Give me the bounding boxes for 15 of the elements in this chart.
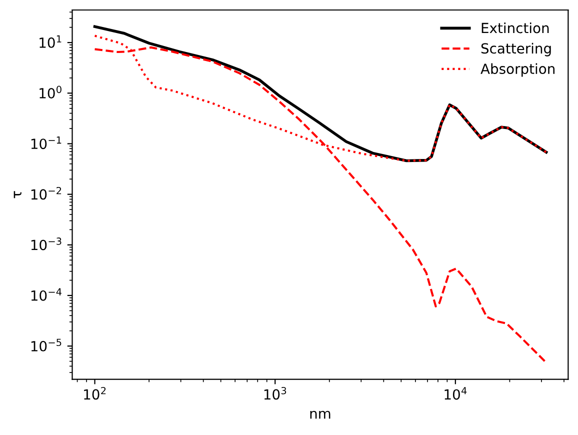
x-tick-label: 10$^{3}$ [264, 386, 286, 400]
y-axis-title: τ [14, 191, 22, 198]
y-tick-label: 10$^{−1}$ [31, 136, 62, 150]
y-tick-label: 10$^{−4}$ [31, 288, 62, 301]
legend-label: Scattering [481, 42, 551, 56]
legend-label: Absorption [480, 63, 554, 77]
y-tick-label: 10$^{−3}$ [31, 238, 62, 250]
x-tick-label: 10$^{4}$ [444, 387, 467, 400]
y-tick-label: 10$^{1}$ [40, 35, 62, 48]
legend-label: Extinction [482, 22, 549, 34]
y-tick-label: 10$^{−5}$ [31, 338, 62, 352]
x-tick-label: 10$^{2}$ [84, 386, 106, 400]
y-tick-label: 10$^{−2}$ [31, 186, 62, 200]
x-axis-title: nm [310, 410, 330, 419]
y-tick-label: 10$^{0}$ [40, 86, 62, 99]
